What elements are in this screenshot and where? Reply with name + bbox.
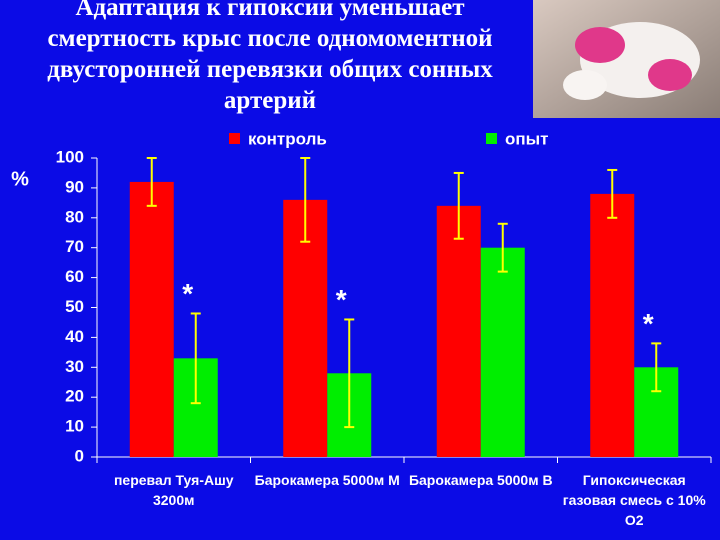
y-axis-label: %: [11, 168, 29, 190]
annotation: *: [182, 278, 193, 309]
photo: [533, 0, 720, 118]
title: Адаптация к гипоксии уменьшает смертност…: [47, 0, 493, 114]
y-tick-label: 30: [65, 357, 84, 376]
y-tick-label: 90: [65, 177, 84, 196]
bar: [129, 181, 174, 458]
y-tick-label: 100: [56, 147, 84, 166]
y-tick-label: 40: [65, 327, 84, 346]
x-tick-label: Барокамера 5000м В: [408, 472, 553, 488]
y-tick-label: 70: [65, 237, 84, 256]
annotation: *: [336, 284, 347, 315]
x-tick-label: перевал Туя-Ашу 3200м: [113, 472, 234, 508]
y-tick-label: 80: [65, 207, 84, 226]
y-tick-label: 60: [65, 267, 84, 286]
bar: [436, 205, 481, 457]
bar: [590, 193, 635, 457]
y-tick-label: 10: [65, 417, 84, 436]
y-tick-label: 20: [65, 387, 84, 406]
bar: [480, 247, 525, 457]
x-tick-label: Гипоксическая газовая смесь с 10% О2: [562, 472, 706, 528]
y-tick-label: 50: [65, 297, 84, 316]
legend-swatch: [486, 133, 497, 144]
legend-label: опыт: [505, 129, 549, 148]
legend-swatch: [229, 133, 240, 144]
x-tick-label: Барокамера 5000м М: [254, 472, 400, 488]
annotation: *: [643, 308, 654, 339]
legend-label: контроль: [248, 129, 327, 148]
y-tick-label: 0: [75, 446, 84, 465]
